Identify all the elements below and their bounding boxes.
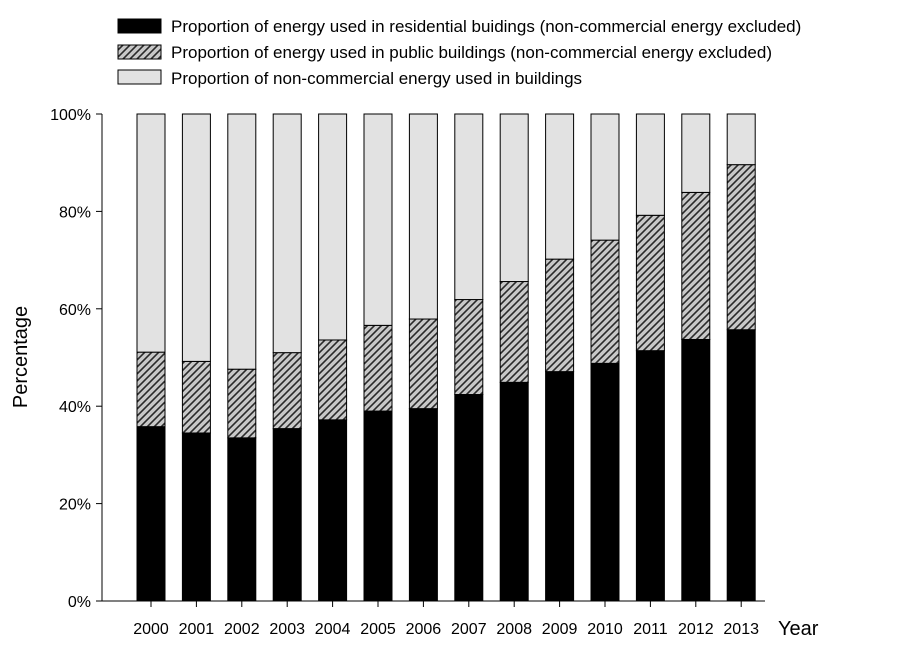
legend-label-public: Proportion of energy used in public buil… [171, 43, 772, 62]
y-axis-title: Percentage [10, 306, 32, 408]
x-tick-label-2002: 2002 [224, 621, 260, 638]
bar-segment-2009-public [545, 258, 575, 373]
bar-segment-2007-residential [454, 394, 484, 602]
y-tick-label: 0% [68, 594, 91, 611]
bar-segment-2003-residential [272, 428, 302, 602]
x-axis-ticks: 2000 2001 2002 2003 2004 2005 2006 2007 2008 2009… [133, 601, 759, 638]
bar-segment-2001-public [181, 360, 211, 434]
bar-segment-2002-non-commercial [227, 113, 257, 370]
bar-segment-2010-non-commercial [590, 113, 620, 241]
bar-segment-2013-public [726, 164, 756, 331]
bar-segment-2001-residential [181, 432, 211, 602]
bar-segment-2005-residential [363, 410, 393, 602]
legend-label-residential: Proportion of energy used in residential… [171, 17, 801, 36]
bar-segment-2008-residential [499, 381, 529, 602]
x-tick-label-2011: 2011 [633, 621, 668, 638]
legend-swatch-public [117, 44, 162, 60]
x-tick-label-2007: 2007 [451, 621, 487, 638]
bars [136, 113, 756, 602]
x-tick-label-2000: 2000 [133, 621, 169, 638]
bar-segment-2002-residential [227, 437, 257, 602]
legend-swatch-residential [117, 18, 162, 34]
legend-swatch-non-commercial [117, 69, 162, 85]
bar-segment-2001-non-commercial [181, 113, 211, 362]
bar-segment-2009-non-commercial [545, 113, 575, 260]
bar-segment-2000-non-commercial [136, 113, 166, 353]
bar-segment-2006-non-commercial [408, 113, 438, 320]
bar-segment-2012-non-commercial [681, 113, 711, 193]
x-tick-label-2012: 2012 [678, 621, 714, 638]
bar-segment-2000-residential [136, 426, 166, 602]
bar-segment-2004-public [318, 339, 348, 421]
bar-segment-2013-residential [726, 329, 756, 602]
bar-segment-2006-residential [408, 408, 438, 602]
x-tick-label-2004: 2004 [315, 621, 351, 638]
bar-segment-2002-public [227, 368, 257, 439]
legend-label-non-commercial: Proportion of non-commercial energy used… [171, 69, 582, 88]
bar-segment-2004-residential [318, 419, 348, 602]
bar-segment-2003-non-commercial [272, 113, 302, 354]
x-tick-label-2010: 2010 [587, 621, 623, 638]
legend: Proportion of energy used in residential… [117, 17, 801, 88]
bar-segment-2012-public [681, 191, 711, 340]
x-tick-label-2009: 2009 [542, 621, 578, 638]
bar-segment-2010-public [590, 239, 620, 364]
bar-segment-2013-non-commercial [726, 113, 756, 166]
y-axis-ticks: 0% 20% 40% 60% 80% 100% [50, 107, 102, 611]
bar-segment-2000-public [136, 351, 166, 428]
x-tick-label-2008: 2008 [496, 621, 532, 638]
bar-segment-2003-public [272, 352, 302, 430]
bar-segment-2009-residential [545, 371, 575, 602]
x-tick-label-2006: 2006 [406, 621, 442, 638]
y-tick-label: 60% [59, 302, 91, 319]
bar-segment-2010-residential [590, 362, 620, 602]
bar-segment-2008-public [499, 281, 529, 383]
x-tick-label-2003: 2003 [269, 621, 305, 638]
bar-segment-2007-public [454, 299, 484, 396]
bar-segment-2005-public [363, 324, 393, 412]
bar-segment-2011-public [635, 214, 665, 352]
y-tick-label: 40% [59, 399, 91, 416]
x-tick-label-2001: 2001 [179, 621, 215, 638]
bar-segment-2008-non-commercial [499, 113, 529, 283]
y-tick-label: 100% [50, 107, 91, 124]
bar-segment-2005-non-commercial [363, 113, 393, 326]
bar-segment-2012-residential [681, 338, 711, 602]
x-tick-label-2005: 2005 [360, 621, 396, 638]
y-tick-label: 20% [59, 497, 91, 514]
bar-segment-2011-non-commercial [635, 113, 665, 216]
bar-segment-2007-non-commercial [454, 113, 484, 301]
x-tick-label-2013: 2013 [723, 621, 759, 638]
y-tick-label: 80% [59, 204, 91, 221]
x-axis-title: Year [778, 618, 819, 640]
bar-segment-2011-residential [635, 350, 665, 602]
bar-segment-2004-non-commercial [318, 113, 348, 341]
bar-segment-2006-public [408, 318, 438, 410]
